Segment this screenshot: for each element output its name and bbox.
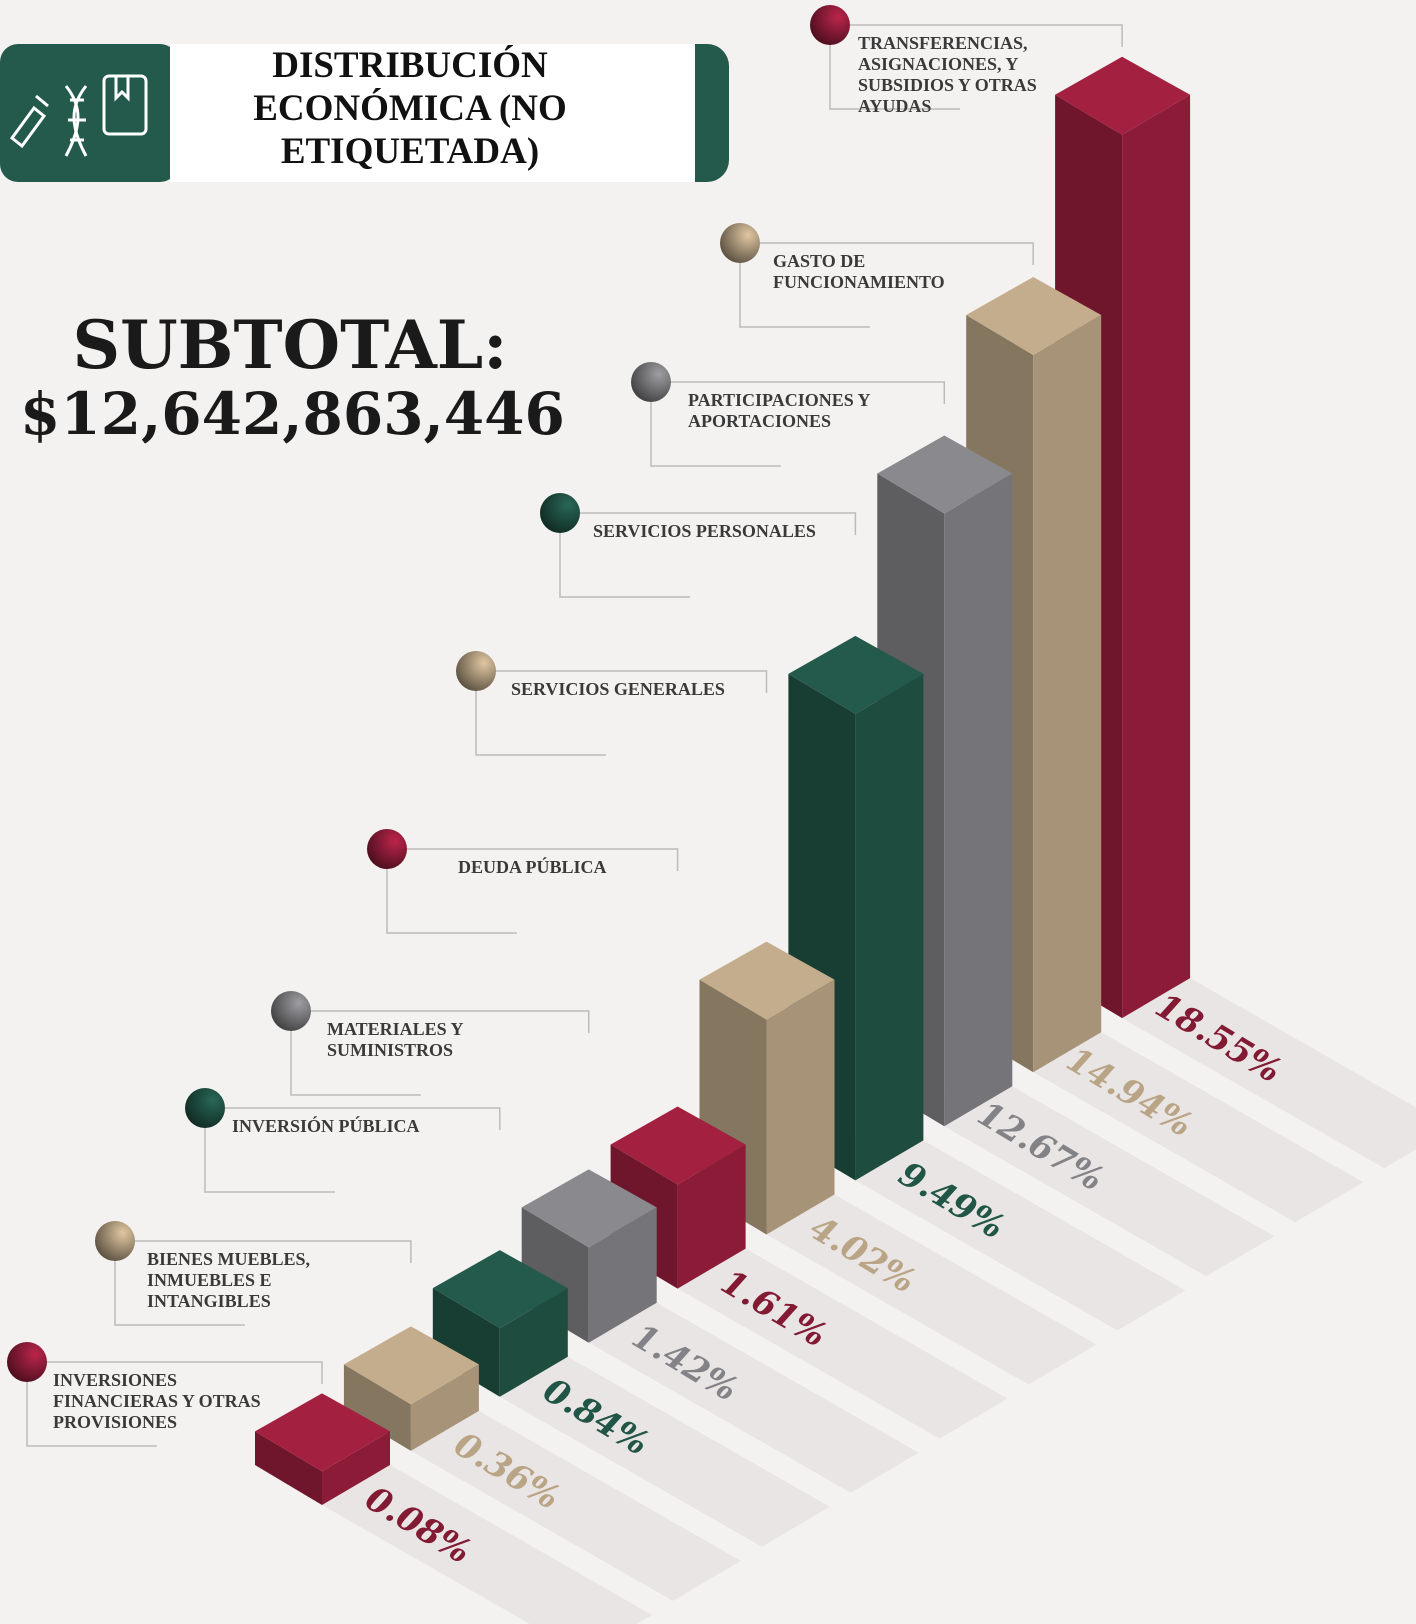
category-label: PARTICIPACIONES Y APORTACIONES xyxy=(688,390,898,432)
legend-dot xyxy=(456,651,496,691)
subtotal-value: $12,642,863,446 xyxy=(20,380,560,448)
category-label: SERVICIOS GENERALES xyxy=(511,679,751,700)
legend-dot xyxy=(720,223,760,263)
legend-dot xyxy=(367,829,407,869)
legend-dot xyxy=(271,991,311,1031)
bar-right-face xyxy=(767,980,835,1235)
bar-right-face xyxy=(1033,315,1101,1072)
category-label: BIENES MUEBLES, INMUEBLES E INTANGIBLES xyxy=(147,1249,337,1312)
bar-right-face xyxy=(855,674,923,1181)
page: 18.55%14.94%12.67%9.49%4.02%1.61%1.42%0.… xyxy=(0,0,1416,1624)
category-label: INVERSIONES FINANCIERAS Y OTRAS PROVISIO… xyxy=(53,1370,283,1433)
title: DISTRIBUCIÓN ECONÓMICA (NO ETIQUETADA) xyxy=(200,44,620,173)
legend-dot xyxy=(185,1088,225,1128)
legend-dot xyxy=(95,1221,135,1261)
legend-dot xyxy=(540,493,580,533)
category-label: INVERSIÓN PÚBLICA xyxy=(232,1116,452,1137)
legend-dot xyxy=(631,362,671,402)
bar-right-face xyxy=(1122,95,1190,1018)
category-label: MATERIALES Y SUMINISTROS xyxy=(327,1019,487,1061)
category-label: TRANSFERENCIAS, ASIGNACIONES, Y SUBSIDIO… xyxy=(858,33,1058,117)
legend-dot xyxy=(810,5,850,45)
bar-right-face xyxy=(944,473,1012,1126)
subtotal-label: SUBTOTAL: xyxy=(20,306,560,384)
category-label: SERVICIOS PERSONALES xyxy=(593,521,853,542)
category-label: GASTO DE FUNCIONAMIENTO xyxy=(773,251,973,293)
category-label: DEUDA PÚBLICA xyxy=(458,857,658,878)
legend-dot xyxy=(7,1342,47,1382)
